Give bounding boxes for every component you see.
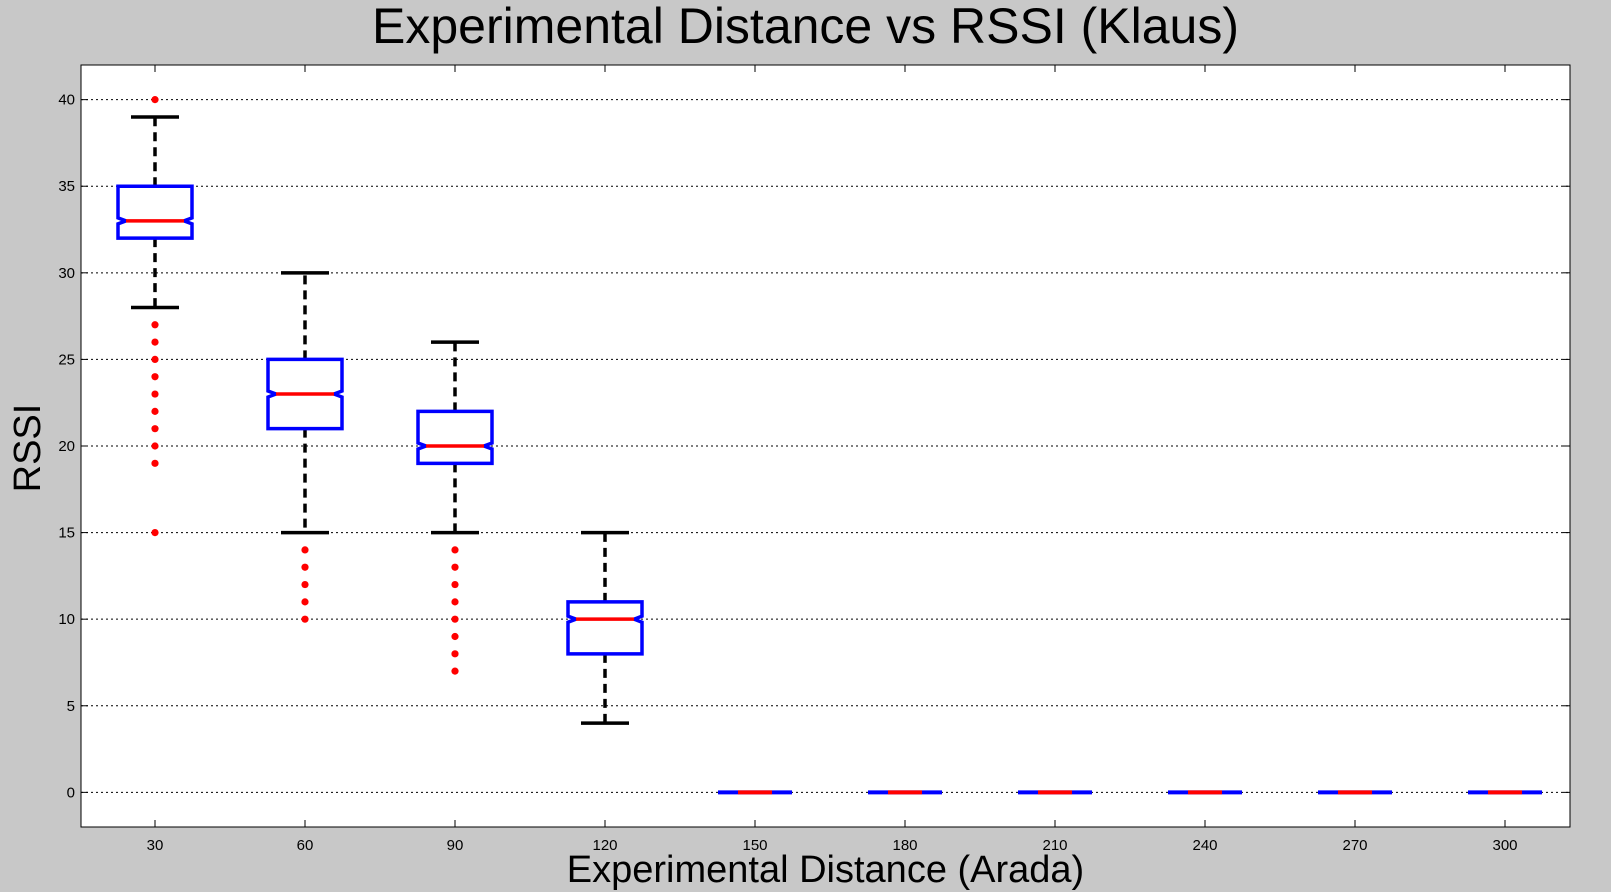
chart-title: Experimental Distance vs RSSI (Klaus): [372, 0, 1239, 54]
y-tick-label: 5: [67, 698, 75, 715]
x-tick-label: 90: [447, 837, 464, 854]
x-tick-label: 300: [1492, 837, 1517, 854]
outlier-point: [151, 407, 159, 415]
box-series: [116, 96, 1542, 795]
x-tick-label: 60: [297, 837, 314, 854]
outlier-point: [151, 355, 159, 364]
box-60: [266, 271, 344, 623]
x-axis-label: Experimental Distance (Arada): [566, 849, 1085, 891]
y-tick-label: 20: [58, 438, 75, 455]
outlier-point: [301, 580, 309, 589]
y-tick-label: 35: [58, 178, 75, 195]
outlier-point: [301, 546, 309, 554]
y-tick-label: 10: [58, 611, 75, 628]
outlier-point: [301, 615, 309, 623]
x-tick-label: 30: [147, 837, 164, 854]
x-tick-label: 150: [742, 837, 767, 854]
y-axis-label: RSSI: [7, 403, 49, 493]
y-tick-label: 40: [58, 92, 75, 109]
box-body: [116, 184, 194, 240]
y-axis-ticks: 0 5 10 15 20 25 30 35 40: [58, 92, 1570, 801]
y-tick-label: 25: [58, 351, 75, 368]
box-body: [566, 600, 644, 656]
x-axis-ticks: 30 60 90 120 150 180 210 240 270 300: [147, 65, 1518, 854]
y-tick-label: 15: [58, 525, 75, 542]
outlier-point: [301, 598, 309, 606]
outlier-point: [451, 546, 459, 554]
x-tick-label: 180: [892, 837, 917, 854]
outlier-point: [151, 96, 159, 104]
outlier-point: [151, 321, 159, 329]
box-body: [416, 409, 494, 466]
outlier-point: [151, 390, 159, 398]
y-tick-label: 0: [67, 784, 75, 801]
x-tick-label: 270: [1342, 837, 1367, 854]
box-30: [116, 96, 194, 537]
outlier-point: [151, 442, 159, 450]
x-tick-label: 120: [592, 837, 617, 854]
outlier-point: [151, 425, 159, 433]
outlier-point: [451, 650, 459, 658]
outlier-point: [151, 373, 159, 381]
outlier-point: [151, 528, 159, 537]
outlier-point: [451, 563, 459, 571]
outlier-point: [451, 598, 459, 606]
box-90: [416, 340, 494, 675]
outlier-point: [451, 615, 459, 623]
outlier-point: [451, 632, 459, 641]
outlier-point: [451, 667, 459, 675]
outlier-point: [151, 338, 159, 346]
box-120: [566, 530, 644, 725]
outlier-point: [301, 563, 309, 571]
outlier-point: [451, 580, 459, 589]
outlier-point: [151, 459, 159, 467]
box-body: [266, 357, 344, 431]
y-tick-label: 30: [58, 265, 75, 282]
x-tick-label: 210: [1042, 837, 1067, 854]
x-tick-label: 240: [1192, 837, 1217, 854]
